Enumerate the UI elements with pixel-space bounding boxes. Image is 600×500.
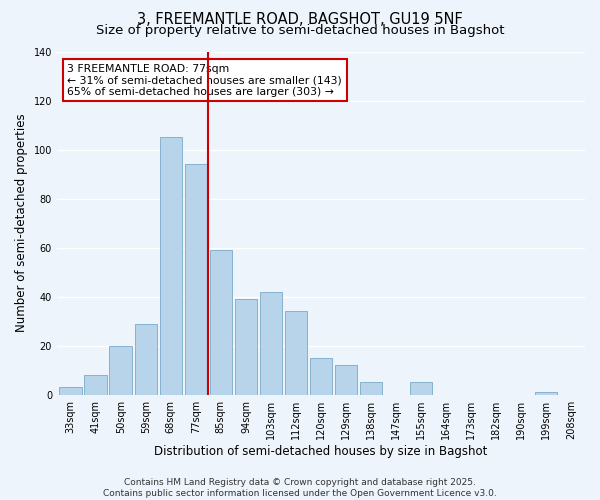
Text: Size of property relative to semi-detached houses in Bagshot: Size of property relative to semi-detach… — [96, 24, 504, 37]
Bar — [85, 375, 107, 394]
Bar — [185, 164, 207, 394]
Y-axis label: Number of semi-detached properties: Number of semi-detached properties — [15, 114, 28, 332]
Bar — [335, 366, 357, 394]
Bar — [134, 324, 157, 394]
Text: Contains HM Land Registry data © Crown copyright and database right 2025.
Contai: Contains HM Land Registry data © Crown c… — [103, 478, 497, 498]
Bar — [260, 292, 282, 395]
Bar — [209, 250, 232, 394]
Bar — [410, 382, 433, 394]
Bar — [109, 346, 132, 395]
Bar — [535, 392, 557, 394]
X-axis label: Distribution of semi-detached houses by size in Bagshot: Distribution of semi-detached houses by … — [154, 444, 488, 458]
Text: 3 FREEMANTLE ROAD: 77sqm
← 31% of semi-detached houses are smaller (143)
65% of : 3 FREEMANTLE ROAD: 77sqm ← 31% of semi-d… — [67, 64, 342, 96]
Bar — [310, 358, 332, 395]
Bar — [284, 312, 307, 394]
Bar — [235, 299, 257, 394]
Bar — [360, 382, 382, 394]
Bar — [59, 388, 82, 394]
Bar — [160, 138, 182, 394]
Text: 3, FREEMANTLE ROAD, BAGSHOT, GU19 5NF: 3, FREEMANTLE ROAD, BAGSHOT, GU19 5NF — [137, 12, 463, 28]
